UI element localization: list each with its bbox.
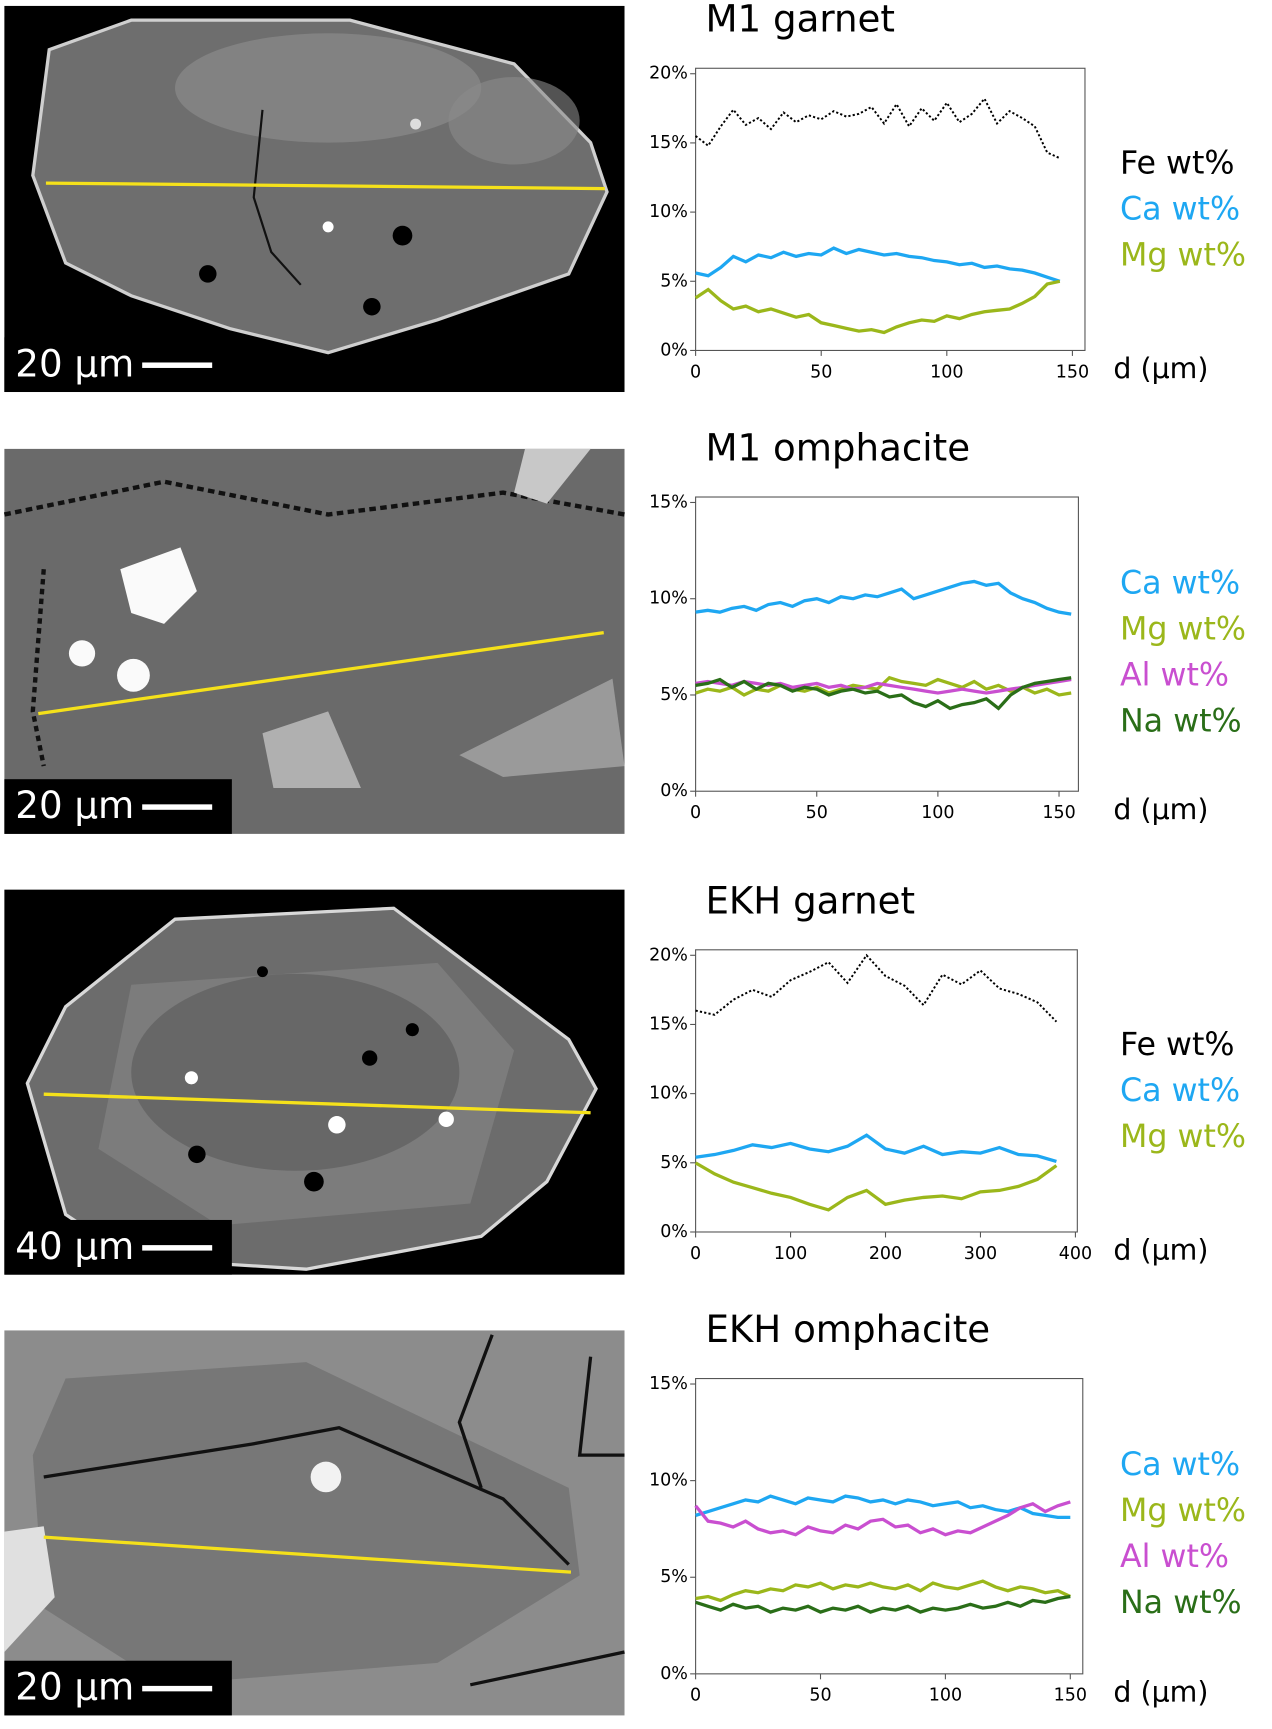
x-tick-label: 50 <box>806 803 828 823</box>
x-tick-label: 100 <box>921 803 954 823</box>
legend-label: Mg wt% <box>1120 1493 1246 1529</box>
x-tick-label: 150 <box>1056 362 1089 382</box>
legend-label: Ca wt% <box>1120 1447 1240 1483</box>
x-tick-label: 0 <box>690 1244 701 1264</box>
y-tick-label: 15% <box>649 492 688 512</box>
x-tick-label: 50 <box>810 362 832 382</box>
plot-frame <box>695 67 1086 351</box>
x-tick-label: 100 <box>929 1686 962 1706</box>
x-axis-label: d (µm) <box>1113 352 1208 385</box>
data-line <box>695 676 1072 711</box>
data-line <box>695 953 1058 1023</box>
sem-image <box>4 889 625 1275</box>
plot-frame <box>695 949 1078 1233</box>
scale-bar-label: 40 µm <box>15 1224 134 1268</box>
legend-label: Al wt% <box>1120 657 1229 693</box>
legend-label: Mg wt% <box>1120 1119 1246 1155</box>
legend-label: Na wt% <box>1120 1585 1242 1621</box>
y-tick-label: 20% <box>649 945 688 965</box>
y-tick-label: 0% <box>660 781 688 801</box>
data-line <box>695 1594 1071 1614</box>
data-line <box>695 677 1072 695</box>
x-tick-label: 0 <box>690 803 701 823</box>
x-tick-label: 300 <box>964 1244 997 1264</box>
scale-bar <box>142 804 213 810</box>
sem-image <box>3 448 625 834</box>
y-tick-label: 15% <box>649 133 688 153</box>
y-tick-label: 5% <box>660 1153 688 1173</box>
legend-label: Ca wt% <box>1120 1073 1240 1109</box>
legend-label: Mg wt% <box>1120 237 1246 273</box>
y-tick-label: 10% <box>649 202 688 222</box>
x-axis-label: d (µm) <box>1113 793 1208 826</box>
legend-label: Fe wt% <box>1120 1027 1235 1063</box>
plot-frame <box>695 1378 1084 1675</box>
x-tick-label: 100 <box>930 362 963 382</box>
y-tick-label: 5% <box>660 685 688 705</box>
legend-label: Ca wt% <box>1120 566 1240 602</box>
legend-label: Al wt% <box>1120 1539 1229 1575</box>
data-line <box>694 279 1061 335</box>
y-tick-label: 10% <box>649 1471 688 1491</box>
x-axis-label: d (µm) <box>1113 1234 1208 1267</box>
y-tick-label: 15% <box>649 1374 688 1394</box>
x-axis-label: d (µm) <box>1113 1676 1208 1709</box>
x-tick-label: 0 <box>690 362 701 382</box>
y-tick-label: 0% <box>660 340 688 360</box>
scale-bar <box>142 1245 213 1251</box>
scale-bar-label: 20 µm <box>15 1665 134 1709</box>
chart-title: M1 garnet <box>705 0 895 41</box>
data-line <box>695 246 1061 283</box>
chart-title: EKH omphacite <box>705 1307 990 1351</box>
sem-image <box>4 5 625 393</box>
scale-bar-label: 20 µm <box>15 341 134 385</box>
scale-bar <box>142 1685 213 1692</box>
y-tick-label: 0% <box>660 1222 688 1242</box>
y-tick-label: 5% <box>660 1567 688 1587</box>
legend-label: Ca wt% <box>1120 191 1240 227</box>
chart-title: M1 omphacite <box>705 425 970 469</box>
x-tick-label: 50 <box>809 1686 831 1706</box>
data-line <box>695 1133 1057 1164</box>
data-line <box>695 1579 1072 1603</box>
legend-label: Na wt% <box>1120 703 1242 739</box>
y-tick-label: 20% <box>649 64 688 84</box>
scale-bar-label: 20 µm <box>15 783 134 827</box>
x-tick-label: 150 <box>1054 1686 1087 1706</box>
y-tick-label: 15% <box>649 1014 688 1034</box>
data-line <box>695 96 1061 160</box>
y-tick-label: 5% <box>660 271 688 291</box>
data-line <box>694 1161 1058 1212</box>
x-tick-label: 200 <box>869 1244 902 1264</box>
data-line <box>695 579 1072 616</box>
legend-label: Fe wt% <box>1120 146 1235 182</box>
legend-label: Mg wt% <box>1120 611 1246 647</box>
y-tick-label: 10% <box>649 1084 688 1104</box>
x-tick-label: 150 <box>1042 803 1075 823</box>
y-tick-label: 0% <box>660 1664 688 1684</box>
plot-frame <box>695 496 1079 792</box>
chart-title: EKH garnet <box>705 878 915 922</box>
scale-bar <box>142 362 213 368</box>
data-line <box>694 1500 1071 1537</box>
x-tick-label: 100 <box>774 1244 807 1264</box>
y-tick-label: 10% <box>649 589 688 609</box>
data-line <box>695 1494 1071 1519</box>
x-tick-label: 0 <box>690 1686 701 1706</box>
x-tick-label: 400 <box>1059 1244 1092 1264</box>
sem-image <box>4 1330 625 1716</box>
